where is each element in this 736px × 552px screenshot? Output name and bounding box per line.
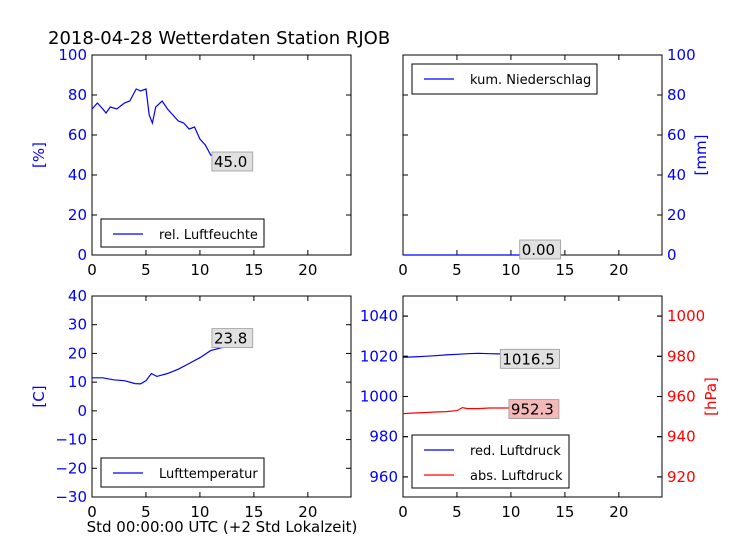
precipitation-panel: 0 5 10 15 20 0 20 40 60 80 100 [mm] 0.00 kum. Nieders… [398,46,710,279]
panel3-secondary-ytick-label: 1000 [667,307,705,325]
panel3-secondary-annotation: 952.3 [511,401,554,419]
panel2-xtick-label: 15 [244,503,263,521]
panel0-legend-box [100,218,265,248]
panel2-ytick-label: 40 [68,287,87,305]
panel2-plot-frame [91,295,352,498]
panel0-legend-label: rel. Luftfeuchte [159,228,258,243]
pressure-panel: 0 5 10 15 20 960 980 1000 1020 1040 920 940 960 980 10… [360,295,720,521]
panel3-xtick-label: 10 [501,503,520,521]
figure-title: 2018-04-28 Wetterdaten Station RJOB [48,28,390,49]
panel2-ytick-label: 20 [68,344,87,362]
panel1-annotation: 0.00 [522,241,555,259]
panel0-plot-frame [91,54,352,256]
panel2-ytick-label: −10 [55,431,87,449]
panel3-annotation: 1016.5 [502,350,555,368]
panel0-annotation: 45.0 [214,153,247,171]
panel3-secondary-ylabel: [hPa] [702,377,720,416]
panel3-legend-label: red. Luftdruck [470,444,561,459]
panel3-ytick-label: 1020 [360,347,398,365]
x-axis-label: Std 00:00:00 UTC (+2 Std Lokalzeit) [87,518,358,536]
panel1-annotation-box [519,239,561,260]
panel1-xtick-label: 20 [609,261,628,279]
panel0-xtick-label: 5 [141,261,151,279]
panel0-ytick-label: 60 [68,126,87,144]
panel1-ytick-label: 100 [667,46,696,64]
panel0-xtick-label: 0 [87,261,97,279]
panel3-secondary-ytick-label: 920 [667,468,696,486]
panel0-ytick-label: 100 [58,46,87,64]
panel1-ylabel: [mm] [692,135,710,176]
panel3-ytick-label: 1000 [360,388,398,406]
panel0-annotation-box [211,151,254,172]
panel0-ytick-label: 20 [68,206,87,224]
panel0-xtick-label: 15 [244,261,263,279]
panel1-xtick-label: 15 [555,261,574,279]
panel1-xtick-label: 0 [398,261,408,279]
panel3-secondary-ytick-label: 980 [667,347,696,365]
panel2-ytick-label: 0 [77,402,87,420]
panel2-annotation: 23.8 [214,330,247,348]
panel3-legend-box [411,434,570,489]
panel2-xtick-label: 0 [87,503,97,521]
panel0-series-line [91,88,244,162]
panel2-ytick-label: 30 [68,316,87,334]
temperature-panel: 0 5 10 15 20 −30 −20 −10 0 10 20 30 40 [C] 23.8 Lufttem… [30,287,352,521]
panel2-ytick-label: −30 [55,488,87,506]
panel3-secondary-ytick-label: 960 [667,388,696,406]
panel1-ytick-label: 60 [667,126,686,144]
panel3-secondary-annotation-box [508,399,560,419]
panel2-legend-label: Lufttemperatur [159,467,258,482]
panel2-xtick-label: 5 [141,503,151,521]
panel3-xtick-label: 15 [555,503,574,521]
panel1-ytick-label: 20 [667,206,686,224]
humidity-panel: 0 5 10 15 20 0 20 40 60 80 100 [%] 45.0 rel. Luftfeuc… [30,46,352,279]
panel2-xtick-label: 20 [298,503,317,521]
panel0-ytick-label: 0 [77,246,87,264]
panel0-ytick-label: 80 [68,86,87,104]
panel0-ylabel: [%] [30,142,48,168]
panel1-xtick-label: 5 [452,261,462,279]
panel2-ytick-label: 10 [68,373,87,391]
panel3-xtick-label: 0 [398,503,408,521]
panel2-ytick-label: −20 [55,459,87,477]
panel2-ylabel: [C] [30,385,48,407]
panel3-ytick-label: 980 [369,428,398,446]
panel3-ytick-label: 1040 [360,307,398,325]
panel2-xtick-label: 10 [190,503,209,521]
panel1-xtick-label: 10 [501,261,520,279]
panel3-xtick-label: 5 [452,503,462,521]
panel3-annotation-box [499,348,560,369]
panel1-ytick-label: 80 [667,86,686,104]
panel0-xtick-label: 10 [190,261,209,279]
panel3-xtick-label: 20 [609,503,628,521]
panel3-ytick-label: 960 [369,468,398,486]
panel0-xtick-label: 20 [298,261,317,279]
panel2-series-line [92,341,244,385]
panel1-legend-label: kum. Niederschlag [470,73,591,88]
panel2-annotation-box [211,328,254,349]
panel1-ytick-label: 0 [667,246,677,264]
panel0-ytick-label: 40 [68,166,87,184]
panel3-legend-label: abs. Luftdruck [470,469,563,484]
panel1-ytick-label: 40 [667,166,686,184]
panel3-secondary-ytick-label: 940 [667,428,696,446]
